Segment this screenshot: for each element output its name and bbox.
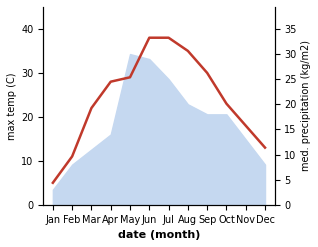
Y-axis label: med. precipitation (kg/m2): med. precipitation (kg/m2) — [301, 40, 311, 171]
X-axis label: date (month): date (month) — [118, 230, 200, 240]
Y-axis label: max temp (C): max temp (C) — [7, 72, 17, 140]
